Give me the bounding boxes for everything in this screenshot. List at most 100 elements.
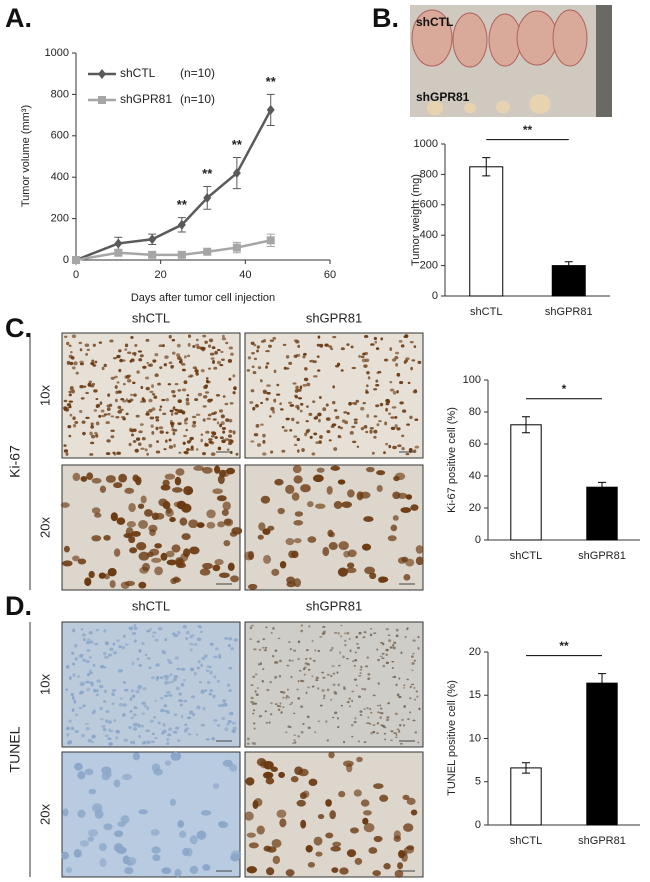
cell-nucleus (252, 675, 256, 679)
cell-nucleus (118, 473, 128, 483)
cell-nucleus (250, 440, 255, 443)
cell-nucleus (173, 713, 178, 717)
cell-nucleus (277, 507, 285, 515)
cell-nucleus (204, 442, 207, 447)
cell-nucleus (338, 790, 346, 798)
cell-nucleus (118, 368, 122, 373)
cell-nucleus (338, 541, 349, 551)
cell-nucleus (114, 375, 118, 379)
cell-nucleus (373, 632, 377, 634)
cell-nucleus (222, 430, 226, 434)
cell-nucleus (418, 707, 421, 711)
cell-nucleus (204, 340, 208, 344)
cell-nucleus (251, 365, 255, 369)
cell-nucleus (317, 649, 321, 653)
cell-nucleus (337, 425, 341, 429)
cell-nucleus (149, 627, 153, 631)
cell-nucleus (168, 361, 173, 365)
cell-nucleus (156, 675, 160, 680)
cell-nucleus (308, 625, 311, 628)
cell-nucleus (101, 724, 106, 729)
cell-nucleus (339, 867, 349, 875)
cell-nucleus (252, 701, 255, 703)
cell-nucleus (213, 719, 218, 722)
x-tick-label: shGPR81 (545, 306, 593, 318)
cell-nucleus (104, 641, 109, 646)
cell-nucleus (343, 411, 348, 414)
cell-nucleus (182, 434, 187, 438)
cell-nucleus (109, 647, 114, 651)
panel-label: B. (372, 3, 399, 33)
cell-nucleus (189, 634, 195, 637)
cell-nucleus (184, 723, 188, 727)
cell-nucleus (409, 697, 412, 700)
cell-nucleus (268, 344, 272, 348)
cell-nucleus (322, 697, 326, 700)
cell-nucleus (88, 656, 92, 659)
cell-nucleus (82, 704, 86, 708)
cell-nucleus (114, 398, 118, 403)
cell-nucleus (159, 366, 163, 370)
cell-nucleus (68, 405, 72, 409)
cell-nucleus (198, 681, 203, 684)
cell-nucleus (212, 488, 223, 494)
cell-nucleus (69, 386, 74, 389)
cell-nucleus (160, 484, 171, 491)
cell-nucleus (191, 415, 197, 419)
cell-nucleus (313, 474, 324, 483)
cell-nucleus (265, 397, 269, 401)
cell-nucleus (152, 631, 157, 634)
cell-nucleus (138, 551, 150, 561)
cell-nucleus (387, 639, 392, 642)
cell-nucleus (98, 414, 102, 418)
cell-nucleus (217, 474, 225, 485)
cell-nucleus (154, 566, 163, 576)
cell-nucleus (373, 435, 377, 439)
cell-nucleus (404, 636, 407, 639)
cell-nucleus (185, 637, 188, 640)
cell-nucleus (328, 439, 332, 442)
cell-nucleus (375, 379, 379, 383)
cell-nucleus (343, 550, 350, 558)
cell-nucleus (266, 362, 270, 365)
cell-nucleus (411, 669, 414, 672)
cell-nucleus (354, 651, 357, 654)
cell-nucleus (331, 646, 334, 650)
cell-nucleus (195, 733, 199, 736)
cell-nucleus (90, 682, 94, 687)
cell-nucleus (220, 421, 225, 425)
cell-nucleus (370, 732, 373, 735)
cell-nucleus (206, 509, 216, 519)
cell-nucleus (92, 663, 96, 667)
panel-label: A. (5, 3, 32, 33)
cell-nucleus (211, 412, 216, 416)
cell-nucleus (99, 718, 104, 721)
cell-nucleus (331, 867, 339, 873)
cell-nucleus (300, 730, 304, 734)
x-tick-label: shGPR81 (578, 550, 626, 562)
cell-nucleus (263, 845, 272, 852)
cell-nucleus (385, 648, 389, 652)
cell-nucleus (398, 677, 401, 680)
cell-nucleus (77, 771, 86, 780)
cell-nucleus (317, 369, 321, 372)
cell-nucleus (90, 422, 94, 426)
cell-nucleus (346, 411, 350, 415)
cell-nucleus (367, 678, 370, 681)
cell-nucleus (253, 727, 256, 730)
cell-nucleus (96, 679, 102, 683)
series-line (75, 109, 272, 262)
cell-nucleus (375, 347, 380, 351)
cell-nucleus (397, 444, 402, 448)
cell-nucleus (374, 340, 378, 344)
cell-nucleus (414, 731, 418, 734)
cell-nucleus (90, 362, 95, 365)
cell-nucleus (158, 426, 164, 430)
cell-nucleus (384, 738, 387, 741)
cell-nucleus (99, 401, 103, 405)
cell-nucleus (394, 869, 404, 878)
cell-nucleus (357, 695, 361, 698)
data-point (72, 256, 80, 264)
cell-nucleus (98, 842, 107, 851)
